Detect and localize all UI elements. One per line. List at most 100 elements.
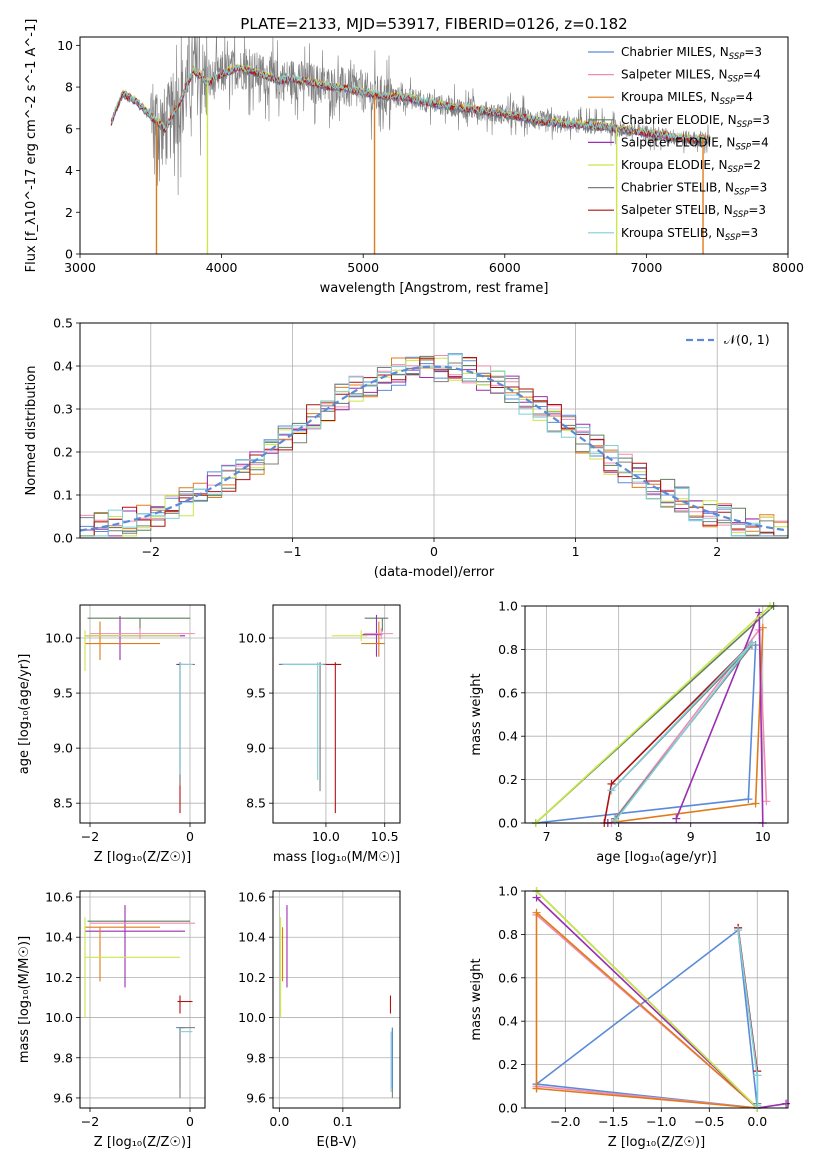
legend-n: =4 [743,68,761,82]
y-axis-label: mass [log₁₀(M/M☉)] [17,936,32,1063]
massweight-line [535,891,758,1108]
x-axis-label: wavelength [Angstrom, rest frame] [320,281,549,296]
massweight-line [603,642,753,823]
y-tick-label: 10.6 [45,890,73,905]
axes-frame [524,890,789,1109]
panel-spectrum: 3000 4000 5000 6000 7000 8000 0 2 4 6 8 10 wavelengt… [24,19,804,296]
massweight-line [536,928,759,1108]
legend-n: =2 [743,158,761,172]
y-tick-label: 9.8 [53,1050,73,1065]
legend-label: Chabrier MILES, NSSP=3 [621,45,762,62]
panel-mass_vs_EBV: 0.0 0.1 9.6 9.8 10.0 10.2 10.4 10.6 E(B-V) [238,890,401,1150]
y-tick-label: 9.8 [246,1050,266,1065]
massweight-marker [532,908,541,917]
massweight-line [535,896,787,1108]
figure-title: PLATE=2133, MJD=53917, FIBERID=0126, z=0… [240,15,627,33]
y-tick-label: 10.0 [45,631,73,646]
y-tick-label: 9.0 [246,741,266,756]
x-tick-label: 8000 [772,260,804,275]
massweight-marker [762,797,771,806]
y-tick-label: 0.8 [498,927,518,942]
y-axis-label: Flux [f_λ10^-17 erg cm^-2 s^-1 A^-1] [24,19,39,273]
x-tick-label: 9 [687,829,695,844]
x-tick-label: 8 [615,829,623,844]
y-tick-label: 10.6 [238,890,266,905]
x-axis-label: age [log₁₀(age/yr)] [596,850,717,865]
y-tick-label: 6 [65,121,73,136]
legend-subscript: SSP [725,233,741,243]
massweight-line [535,914,759,1108]
axes-frame [524,605,789,824]
x-axis-label: (data-model)/error [374,565,495,580]
massweight-marker [744,795,753,804]
legend-n: =3 [748,203,766,217]
y-tick-label: 4 [65,163,73,178]
panel-massweight_vs_Z: −2.0 −1.5 −1.0 −0.5 0.0 0.0 0.2 0.4 0.6 0.8 1.0 Z [… [469,884,791,1150]
massweight-marker [747,638,756,647]
x-axis-label: E(B-V) [316,1135,356,1150]
y-tick-label: 9.5 [246,686,266,701]
x-tick-label: −1 [283,544,301,559]
y-tick-label: 0.1 [53,488,73,503]
x-tick-label: −1.5 [598,1114,628,1129]
x-tick-label: 4000 [206,260,238,275]
legend-label: Kroupa STELIB, NSSP=3 [621,226,758,243]
legend-subscript: SSP [733,210,749,220]
x-axis-label: Z [log₁₀(Z/Z☉)] [608,1135,705,1150]
x-tick-label: 6000 [489,260,521,275]
legend-subscript: SSP [734,188,750,198]
x-tick-label: 7000 [630,260,662,275]
massweight-marker [672,814,681,823]
x-axis-label: Z [log₁₀(Z/Z☉)] [94,1135,191,1150]
y-tick-label: 0.4 [498,729,518,744]
legend-n: =4 [751,135,769,149]
massweight-line [535,606,771,823]
y-tick-label: 2 [65,205,73,220]
y-tick-label: 9.5 [53,686,73,701]
y-tick-label: 10.0 [238,1010,266,1025]
legend-n: =4 [735,90,753,104]
legend-n: =3 [744,45,762,59]
y-tick-label: 10.4 [45,930,73,945]
legend-n: =3 [752,113,770,127]
y-tick-label: 0.0 [498,816,518,831]
x-tick-label: 3000 [64,260,96,275]
y-tick-label: 8.5 [53,796,73,811]
legend: Chabrier MILES, NSSP=3 Salpeter MILES, NS… [588,45,770,243]
y-tick-label: 8.5 [246,796,266,811]
legend-subscript: SSP [728,165,744,175]
y-tick-label: 10.2 [45,970,73,985]
legend-n: =3 [750,181,768,195]
x-tick-label: −2 [81,1114,99,1129]
spectrum-line-data [110,37,711,196]
legend-subscript: SSP [728,75,744,85]
x-tick-label: 0 [430,544,438,559]
legend-subscript: SSP [720,97,736,107]
y-tick-label: 0.6 [498,970,518,985]
axes-frame [79,36,789,255]
y-tick-label: 0.2 [53,445,73,460]
x-tick-label: 10.0 [312,829,340,844]
x-tick-label: 10 [755,829,771,844]
legend-subscript: SSP [735,142,751,152]
massweight-marker [532,1084,541,1093]
x-tick-label: 1 [572,544,580,559]
legend-label: Kroupa MILES, NSSP=4 [621,90,753,107]
y-axis-label: mass weight [469,958,484,1040]
y-tick-label: 0.8 [498,642,518,657]
y-tick-label: 10.0 [45,1010,73,1025]
legend-label: Chabrier STELIB, NSSP=3 [621,181,767,198]
x-tick-label: 0.0 [747,1114,767,1129]
legend-label: 𝒩(0, 1) [724,332,770,347]
x-tick-label: 7 [543,829,551,844]
panel-age_vs_Z: −2 0 8.5 9.0 9.5 10.0 Z [log₁₀(Z/Z☉)] age [log₁… [17,604,206,865]
x-tick-label: −0.5 [694,1114,724,1129]
axes-frame [79,322,789,539]
y-tick-label: 0.4 [53,359,73,374]
x-tick-label: 2 [713,544,721,559]
y-tick-label: 9.6 [246,1090,266,1105]
y-tick-label: 0 [65,247,73,262]
x-tick-label: 0.0 [269,1114,289,1129]
y-tick-label: 10.2 [238,970,266,985]
y-tick-label: 0.6 [498,685,518,700]
